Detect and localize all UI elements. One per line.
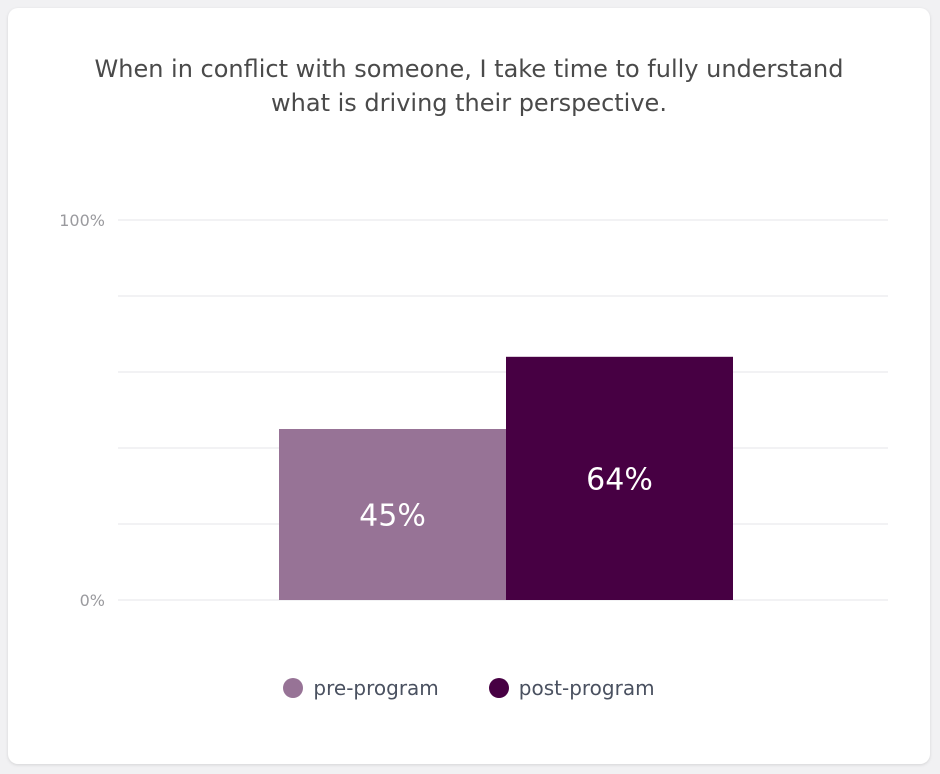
- chart-title-line-1: When in conflict with someone, I take ti…: [94, 55, 844, 83]
- chart-title: When in conflict with someone, I take ti…: [8, 52, 930, 120]
- chart-title-line-2: what is driving their perspective.: [271, 89, 667, 117]
- chart-card: When in conflict with someone, I take ti…: [8, 8, 930, 764]
- legend: pre-program post-program: [8, 676, 930, 700]
- data-label-pre-program: 45%: [359, 499, 426, 534]
- legend-item-pre-program: pre-program: [283, 676, 439, 700]
- y-tick-label-0: 0%: [80, 591, 105, 610]
- legend-label-post-program: post-program: [518, 676, 655, 700]
- data-label-post-program: 64%: [586, 462, 653, 497]
- y-tick-label-100: 100%: [59, 211, 105, 230]
- bar-post-program: [506, 356, 733, 600]
- legend-swatch-post-program: [488, 678, 509, 698]
- legend-swatch-pre-program: [283, 678, 304, 698]
- legend-item-post-program: post-program: [488, 676, 655, 700]
- legend-label-pre-program: pre-program: [313, 676, 439, 700]
- bar-chart: 0% 100% 45% 64%: [59, 211, 888, 610]
- bar-pre-program: [279, 429, 506, 600]
